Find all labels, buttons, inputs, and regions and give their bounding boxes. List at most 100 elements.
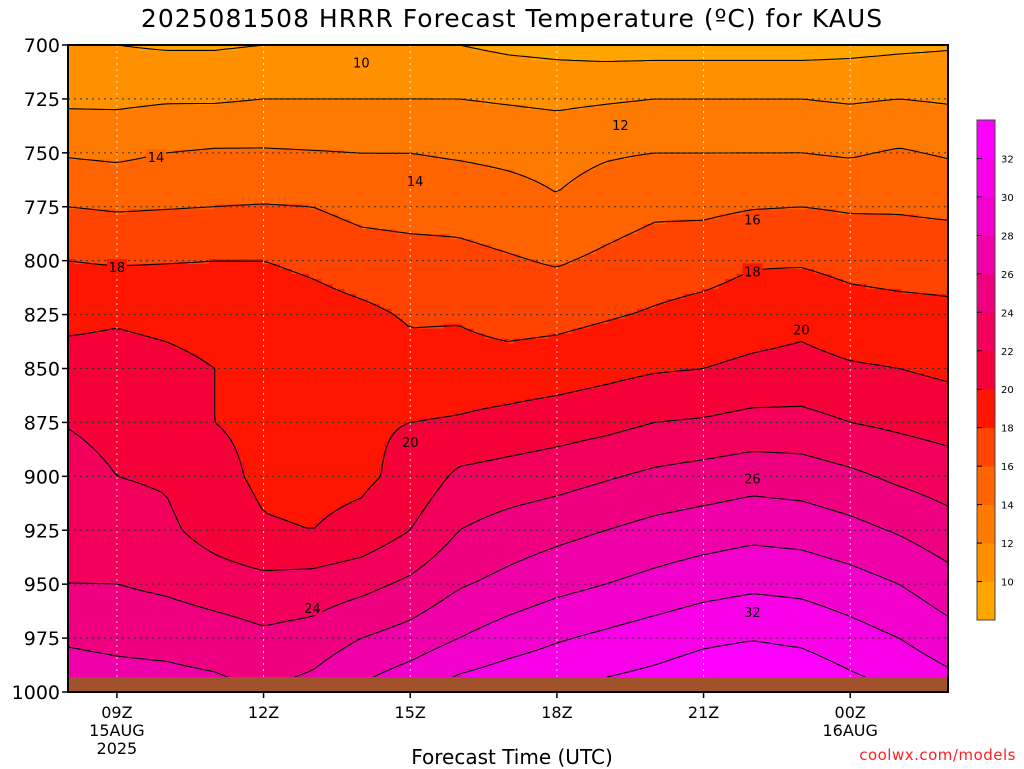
temperature-band	[431, 592, 948, 692]
isotherm-line	[348, 544, 948, 692]
contour-label: 16	[742, 211, 763, 229]
isotherm-line	[423, 593, 948, 692]
contour-label: 26	[742, 470, 763, 487]
legend-swatch	[977, 350, 995, 390]
ground-surface	[68, 677, 948, 692]
contour-label: 18	[742, 263, 763, 280]
contour-label-text: 14	[407, 175, 424, 190]
contour-label-text: 18	[744, 265, 761, 280]
legend-tick-label: 16	[1001, 462, 1014, 473]
contour-label-text: 14	[148, 151, 165, 166]
legend-tick-label: 28	[1001, 231, 1014, 242]
x-tick-label: 2025	[97, 739, 138, 758]
legend-tick-label: 14	[1001, 501, 1014, 512]
isotherm-line	[68, 495, 948, 692]
legend-swatch	[977, 504, 995, 544]
temperature-band	[349, 547, 948, 692]
contour-label-text: 16	[744, 214, 761, 229]
isotherm-line	[68, 260, 948, 343]
color-legend: 10 12 14 16 18 20 22 24 26 28 30 32	[976, 119, 1014, 621]
contour-label: 10	[351, 54, 372, 71]
x-tick-label: 12Z	[248, 703, 279, 722]
x-tick-label: 15Z	[395, 703, 426, 722]
contour-label: 32	[742, 604, 763, 621]
x-tick-label: 21Z	[688, 703, 719, 722]
temperature-band	[68, 453, 948, 692]
temperature-band	[68, 497, 948, 692]
legend-swatch	[977, 235, 995, 275]
y-axis: 700 725 750 775 800 825 850 875 900 925 950 975 1000	[12, 35, 68, 704]
temperature-band	[68, 204, 948, 345]
legend-swatch	[977, 466, 995, 506]
legend-tick-label: 18	[1001, 424, 1014, 435]
y-tick-label: 875	[24, 412, 60, 434]
contour-label: 12	[610, 116, 631, 134]
temperature-band	[138, 45, 948, 61]
legend-tick-label: 30	[1001, 193, 1014, 204]
contour-label-text: 12	[612, 119, 629, 134]
contour-label-text: 18	[109, 261, 126, 276]
grid-lines	[68, 45, 948, 692]
legend-swatch	[977, 273, 995, 313]
legend-tick-label: 12	[1001, 539, 1014, 550]
contour-label: 20	[400, 433, 421, 451]
contour-label-text: 26	[744, 472, 761, 487]
x-tick-label: 16AUG	[823, 721, 878, 740]
legend-tick-label: 24	[1001, 308, 1014, 319]
temperature-band	[68, 408, 948, 628]
source-credit: coolwx.com/models	[859, 746, 1016, 764]
legend-tick-label: 26	[1001, 270, 1014, 281]
chart-title: 2025081508 HRRR Forecast Temperature (ºC…	[140, 4, 884, 33]
contour-labels: 10 12 14 14 16 18 18 20 20 24 26 32	[106, 54, 812, 621]
contour-label-text: 20	[402, 436, 419, 451]
legend-swatch	[977, 120, 995, 159]
x-tick-label: 09Z	[101, 703, 132, 722]
temperature-band	[68, 328, 948, 574]
y-tick-label: 950	[24, 574, 60, 596]
legend-tick-label: 22	[1001, 347, 1014, 358]
legend-tick-label: 10	[1001, 578, 1014, 589]
y-tick-label: 825	[24, 305, 60, 327]
isotherm-line	[68, 203, 948, 268]
y-tick-label: 700	[24, 35, 60, 57]
y-tick-label: 900	[24, 466, 60, 488]
y-tick-label: 725	[24, 89, 60, 111]
isotherm-contours	[68, 45, 948, 692]
y-tick-label: 750	[24, 143, 60, 165]
contour-label: 14	[405, 172, 426, 190]
temperature-band	[68, 45, 948, 111]
legend-swatch	[977, 196, 995, 236]
contour-label-text: 10	[353, 56, 370, 71]
x-tick-label: 18Z	[541, 703, 572, 722]
y-tick-label: 1000	[12, 682, 60, 704]
x-tick-label: 00Z	[835, 703, 866, 722]
legend-tick-label: 32	[1001, 154, 1014, 165]
legend-swatch	[977, 389, 995, 429]
legend-swatch	[977, 158, 995, 198]
contour-label: 20	[791, 321, 812, 339]
contour-label: 24	[302, 599, 323, 617]
isotherm-line	[68, 405, 948, 572]
contour-label: 18	[106, 259, 127, 276]
y-tick-label: 800	[24, 251, 60, 273]
legend-swatch	[977, 581, 995, 621]
y-tick-label: 775	[24, 197, 60, 219]
temperature-band	[68, 99, 948, 190]
x-axis-label: Forecast Time (UTC)	[411, 745, 613, 769]
temperature-bands	[68, 45, 948, 692]
temperature-band	[68, 149, 948, 265]
contour-label: 14	[146, 149, 166, 166]
y-tick-label: 925	[24, 520, 60, 542]
legend-swatch	[977, 312, 995, 352]
isotherm-line	[68, 450, 948, 626]
legend-swatch	[977, 427, 995, 467]
temperature-band	[68, 259, 948, 529]
y-tick-label: 975	[24, 628, 60, 650]
legend-tick-label: 20	[1001, 385, 1014, 396]
ground-layer	[68, 677, 948, 692]
contour-label-text: 20	[793, 324, 810, 339]
legend-swatch	[977, 543, 995, 582]
x-tick-label: 15AUG	[89, 721, 144, 740]
